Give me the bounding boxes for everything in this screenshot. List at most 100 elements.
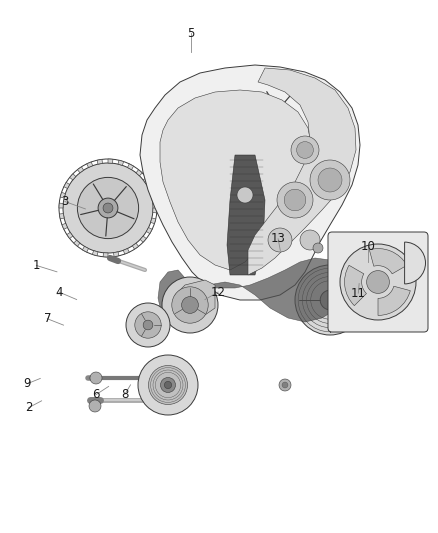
Polygon shape [227, 155, 265, 275]
Polygon shape [222, 147, 225, 152]
Text: 5: 5 [187, 27, 194, 39]
Polygon shape [60, 214, 64, 219]
Polygon shape [272, 70, 278, 75]
Circle shape [340, 244, 416, 320]
Circle shape [310, 160, 350, 200]
Polygon shape [143, 177, 149, 184]
Circle shape [225, 122, 285, 182]
Polygon shape [285, 152, 288, 157]
Polygon shape [279, 146, 284, 149]
Circle shape [270, 102, 286, 118]
Polygon shape [232, 174, 237, 179]
Text: 12: 12 [211, 286, 226, 298]
Polygon shape [132, 243, 138, 249]
Text: 11: 11 [351, 287, 366, 300]
Polygon shape [302, 80, 307, 86]
Polygon shape [140, 236, 146, 243]
Circle shape [277, 182, 313, 218]
Polygon shape [108, 159, 113, 163]
Polygon shape [276, 169, 282, 175]
Polygon shape [59, 203, 63, 208]
Polygon shape [78, 167, 84, 173]
Circle shape [78, 177, 138, 239]
Polygon shape [242, 125, 248, 131]
Polygon shape [251, 182, 255, 185]
Polygon shape [240, 179, 246, 183]
Polygon shape [269, 176, 274, 181]
Wedge shape [345, 265, 367, 305]
Circle shape [162, 277, 218, 333]
Text: 6: 6 [92, 388, 100, 401]
Polygon shape [282, 161, 286, 166]
Polygon shape [311, 120, 316, 126]
Polygon shape [74, 240, 80, 246]
Polygon shape [228, 129, 233, 134]
Polygon shape [224, 138, 228, 143]
Polygon shape [151, 218, 156, 224]
Polygon shape [283, 71, 289, 75]
Circle shape [143, 320, 153, 330]
Polygon shape [70, 174, 76, 180]
Polygon shape [268, 144, 273, 149]
Polygon shape [67, 232, 73, 239]
Polygon shape [82, 246, 88, 252]
Circle shape [63, 163, 153, 253]
Text: 13: 13 [271, 232, 286, 245]
Circle shape [90, 372, 102, 384]
Circle shape [236, 133, 275, 172]
Polygon shape [314, 110, 318, 115]
Polygon shape [293, 74, 299, 79]
Polygon shape [118, 160, 124, 165]
Wedge shape [378, 286, 410, 316]
Circle shape [138, 355, 198, 415]
Polygon shape [62, 223, 67, 229]
Polygon shape [261, 72, 267, 77]
Polygon shape [148, 187, 154, 192]
Circle shape [242, 74, 314, 146]
Circle shape [318, 168, 342, 192]
Circle shape [291, 136, 319, 164]
Polygon shape [248, 134, 254, 140]
Circle shape [300, 230, 320, 250]
Circle shape [282, 382, 288, 388]
Circle shape [248, 146, 261, 159]
FancyBboxPatch shape [328, 232, 428, 332]
Circle shape [182, 296, 198, 313]
Polygon shape [226, 166, 231, 172]
Polygon shape [264, 120, 269, 125]
Circle shape [135, 312, 161, 338]
Polygon shape [60, 192, 65, 198]
Polygon shape [308, 88, 314, 94]
Circle shape [89, 400, 101, 412]
Polygon shape [239, 105, 242, 110]
Polygon shape [260, 181, 265, 184]
Circle shape [279, 379, 291, 391]
Polygon shape [146, 228, 152, 233]
Text: 8: 8 [121, 388, 128, 401]
Polygon shape [175, 280, 215, 318]
Polygon shape [140, 65, 360, 300]
Polygon shape [257, 141, 263, 146]
Circle shape [252, 149, 258, 155]
Circle shape [284, 189, 306, 211]
Polygon shape [152, 197, 157, 203]
Polygon shape [64, 182, 70, 189]
Polygon shape [289, 143, 294, 148]
Polygon shape [240, 94, 245, 100]
Circle shape [268, 228, 292, 252]
Circle shape [295, 265, 365, 335]
Text: 7: 7 [43, 312, 51, 325]
Circle shape [367, 271, 389, 293]
Polygon shape [245, 119, 250, 124]
Polygon shape [313, 99, 317, 104]
Circle shape [103, 203, 113, 213]
Wedge shape [369, 248, 407, 274]
Circle shape [320, 290, 340, 310]
Polygon shape [97, 159, 102, 164]
Text: 3: 3 [61, 195, 68, 208]
Circle shape [164, 382, 172, 389]
Circle shape [160, 377, 176, 392]
Polygon shape [306, 130, 311, 135]
Polygon shape [272, 125, 278, 131]
Circle shape [126, 303, 170, 347]
